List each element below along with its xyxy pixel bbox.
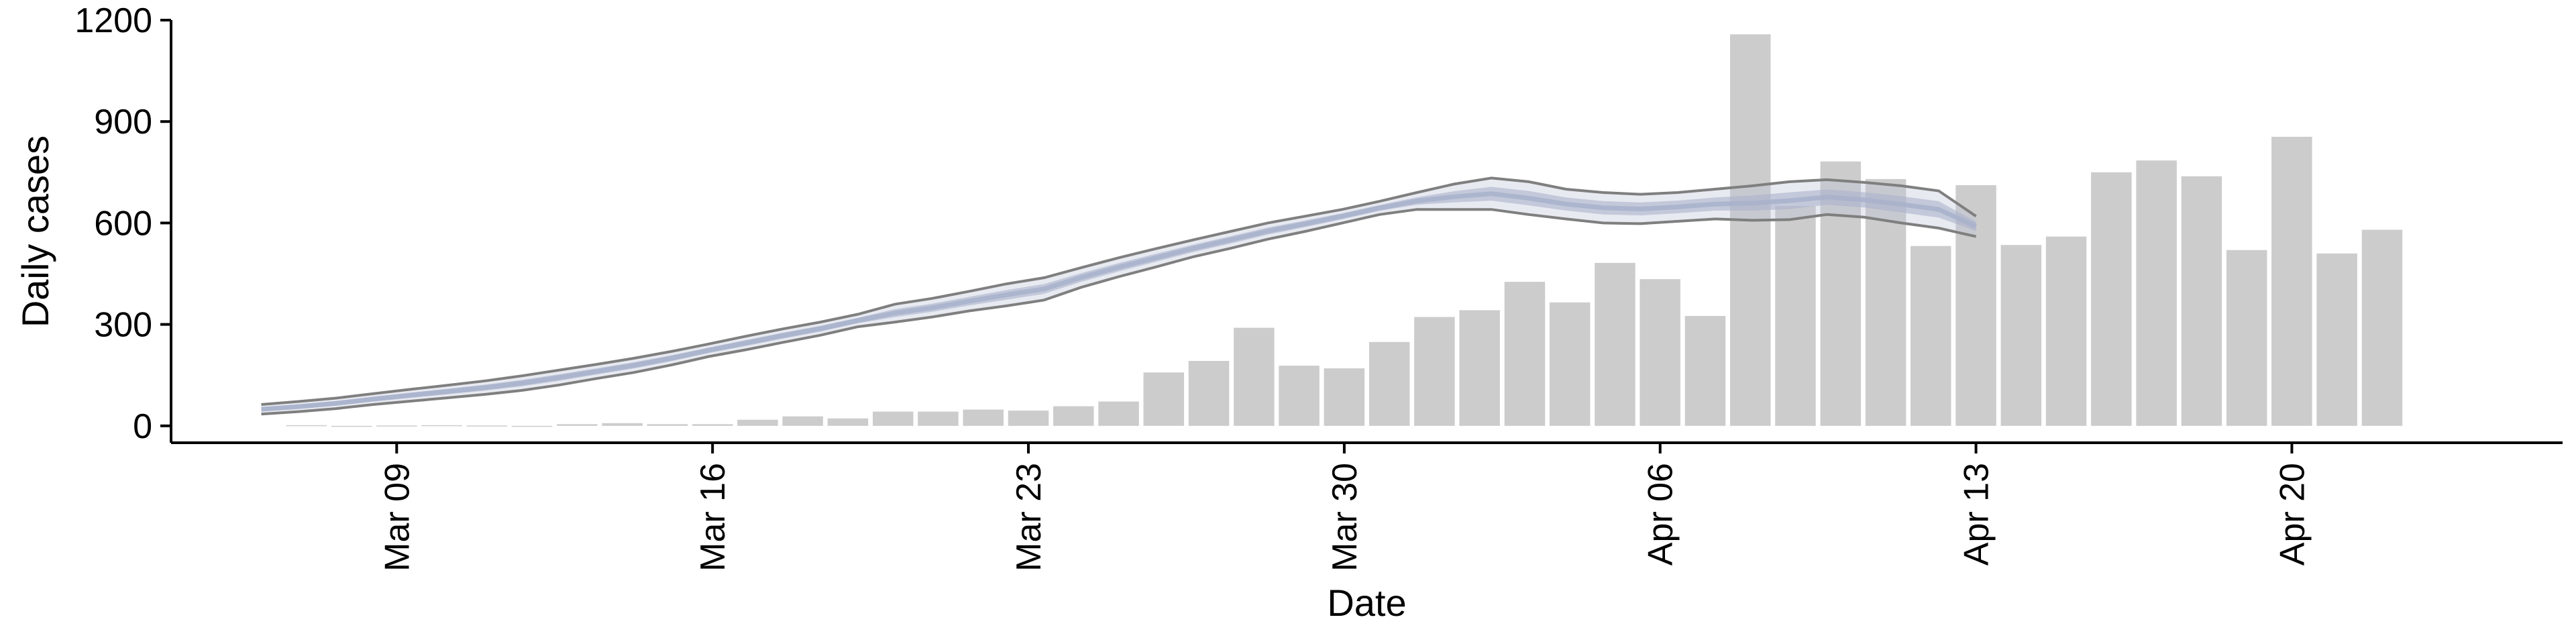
bar bbox=[1188, 361, 1230, 426]
estimate-center-line bbox=[261, 191, 1978, 412]
x-tick-label: Mar 09 bbox=[378, 463, 417, 572]
x-axis-title: Date bbox=[1327, 582, 1406, 624]
bar bbox=[2226, 250, 2267, 426]
bar bbox=[1324, 368, 1365, 426]
x-tick-label: Mar 30 bbox=[1326, 463, 1364, 572]
bar bbox=[557, 424, 598, 426]
bar bbox=[692, 424, 733, 426]
bar bbox=[421, 425, 462, 427]
bar bbox=[2316, 253, 2357, 426]
bar bbox=[918, 411, 959, 426]
bar bbox=[2136, 160, 2177, 426]
bar bbox=[2271, 136, 2312, 426]
y-tick-label: 900 bbox=[94, 103, 152, 142]
bar bbox=[1279, 366, 1320, 426]
bar bbox=[2000, 245, 2042, 426]
bar bbox=[1459, 310, 1500, 426]
bar bbox=[1234, 327, 1275, 426]
bar bbox=[1911, 246, 1951, 426]
x-tick-label: Apr 06 bbox=[1642, 463, 1680, 566]
bar bbox=[782, 416, 823, 426]
y-tick-label: 300 bbox=[94, 306, 152, 345]
bar bbox=[1684, 316, 1726, 426]
bar bbox=[602, 423, 643, 426]
bar bbox=[873, 411, 914, 426]
bar bbox=[1414, 317, 1455, 426]
estimate-lower-line bbox=[261, 208, 1977, 416]
bar bbox=[2045, 236, 2087, 426]
bar bbox=[1595, 262, 1635, 426]
bar bbox=[2091, 172, 2132, 426]
y-tick-label: 1200 bbox=[74, 1, 152, 40]
estimate-band bbox=[261, 176, 1978, 416]
bar bbox=[1143, 372, 1184, 426]
x-tick-label: Apr 13 bbox=[1957, 463, 1996, 566]
bar bbox=[647, 424, 688, 426]
bar bbox=[1730, 34, 1771, 426]
x-ticks: Mar 09 Mar 16 Mar 23 Mar 30 Apr 06 Apr 13 Apr … bbox=[378, 443, 2312, 572]
axes bbox=[170, 20, 2563, 444]
x-tick-label: Mar 16 bbox=[694, 463, 733, 572]
bar bbox=[1775, 206, 1816, 426]
bar bbox=[1549, 302, 1591, 426]
y-tick-label: 0 bbox=[133, 407, 152, 446]
bar bbox=[1098, 401, 1139, 426]
x-tick-label: Apr 20 bbox=[2273, 463, 2312, 566]
bar bbox=[376, 425, 417, 427]
bar bbox=[1640, 279, 1680, 426]
bar bbox=[331, 425, 372, 427]
bar bbox=[2361, 229, 2403, 426]
bar bbox=[737, 419, 778, 426]
bar bbox=[1368, 341, 1410, 426]
bar bbox=[466, 425, 508, 427]
bar bbox=[1008, 411, 1049, 426]
bar bbox=[827, 418, 869, 426]
bar bbox=[286, 425, 327, 427]
bar bbox=[511, 425, 553, 427]
estimate-upper-line bbox=[261, 176, 1977, 406]
bar bbox=[963, 409, 1004, 426]
bars bbox=[286, 34, 2403, 427]
bar bbox=[1053, 406, 1094, 426]
y-tick-label: 600 bbox=[94, 204, 152, 243]
x-tick-label: Mar 23 bbox=[1010, 463, 1049, 572]
bar bbox=[1504, 282, 1546, 426]
y-axis-title: Daily cases bbox=[14, 136, 56, 327]
y-ticks: 0 300 600 900 1200 bbox=[74, 1, 171, 446]
bar bbox=[2181, 176, 2222, 426]
